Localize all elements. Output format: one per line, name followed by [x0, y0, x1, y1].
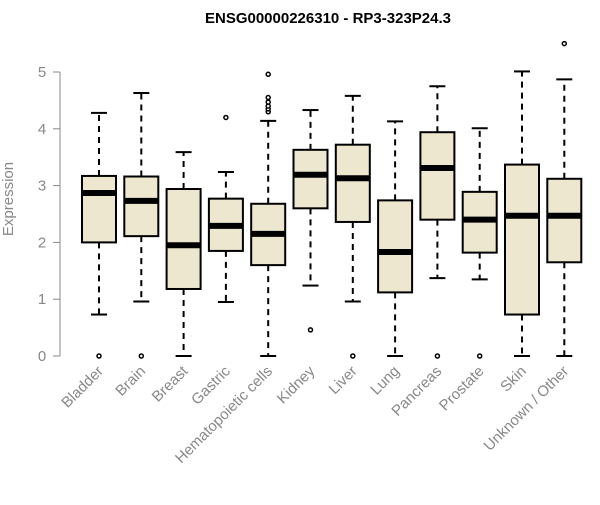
outlier-point	[265, 94, 271, 101]
box-iqr	[123, 175, 160, 238]
box-iqr	[546, 177, 583, 264]
outlier-point	[307, 327, 314, 333]
y-axis-label: Expression	[0, 162, 17, 236]
y-tick-label: 3	[38, 178, 46, 195]
box-iqr	[419, 131, 456, 221]
box-group	[81, 40, 583, 359]
x-tick-label: Prostate	[436, 363, 488, 415]
box-pancreas	[419, 85, 456, 359]
outlier-point	[265, 71, 271, 78]
outlier-point	[138, 353, 145, 359]
box-lung	[377, 120, 414, 357]
y-axis-ticks: 0 1 2 3 4 5	[38, 64, 60, 365]
x-tick-label: Liver	[326, 363, 361, 398]
box-iqr	[165, 188, 202, 290]
box-kidney	[292, 109, 329, 333]
x-tick-label: Brain	[112, 363, 149, 400]
y-tick-label: 1	[38, 291, 46, 308]
box-hematopoietic-cells	[250, 71, 287, 357]
box-iqr	[292, 148, 329, 210]
outlier-point	[434, 353, 441, 359]
y-tick-label: 4	[38, 121, 46, 138]
box-iqr	[334, 143, 371, 223]
x-tick-label: Kidney	[274, 362, 319, 407]
x-tick-label: Breast	[149, 362, 192, 405]
box-iqr	[377, 199, 414, 294]
box-breast	[165, 151, 202, 357]
box-brain	[123, 92, 160, 359]
chart-title: ENSG00000226310 - RP3-323P24.3	[205, 10, 451, 27]
outlier-point	[350, 353, 356, 359]
box-gastric	[207, 114, 244, 304]
x-tick-label: Lung	[367, 363, 403, 399]
outlier-point	[223, 114, 229, 121]
box-iqr	[504, 163, 540, 316]
x-tick-label: Bladder	[58, 363, 107, 412]
y-tick-label: 0	[38, 348, 46, 365]
box-unknown-other	[546, 40, 583, 357]
outlier-point	[561, 40, 568, 47]
box-bladder	[81, 111, 117, 359]
box-liver	[334, 94, 371, 359]
y-tick-label: 5	[38, 64, 46, 81]
box-skin	[504, 70, 540, 357]
outlier-point	[476, 353, 483, 359]
y-tick-label: 2	[38, 234, 46, 251]
box-iqr	[81, 174, 117, 244]
x-tick-label: Skin	[497, 363, 530, 396]
box-prostate	[461, 127, 498, 359]
outlier-point	[265, 99, 271, 105]
outlier-point	[96, 353, 102, 359]
